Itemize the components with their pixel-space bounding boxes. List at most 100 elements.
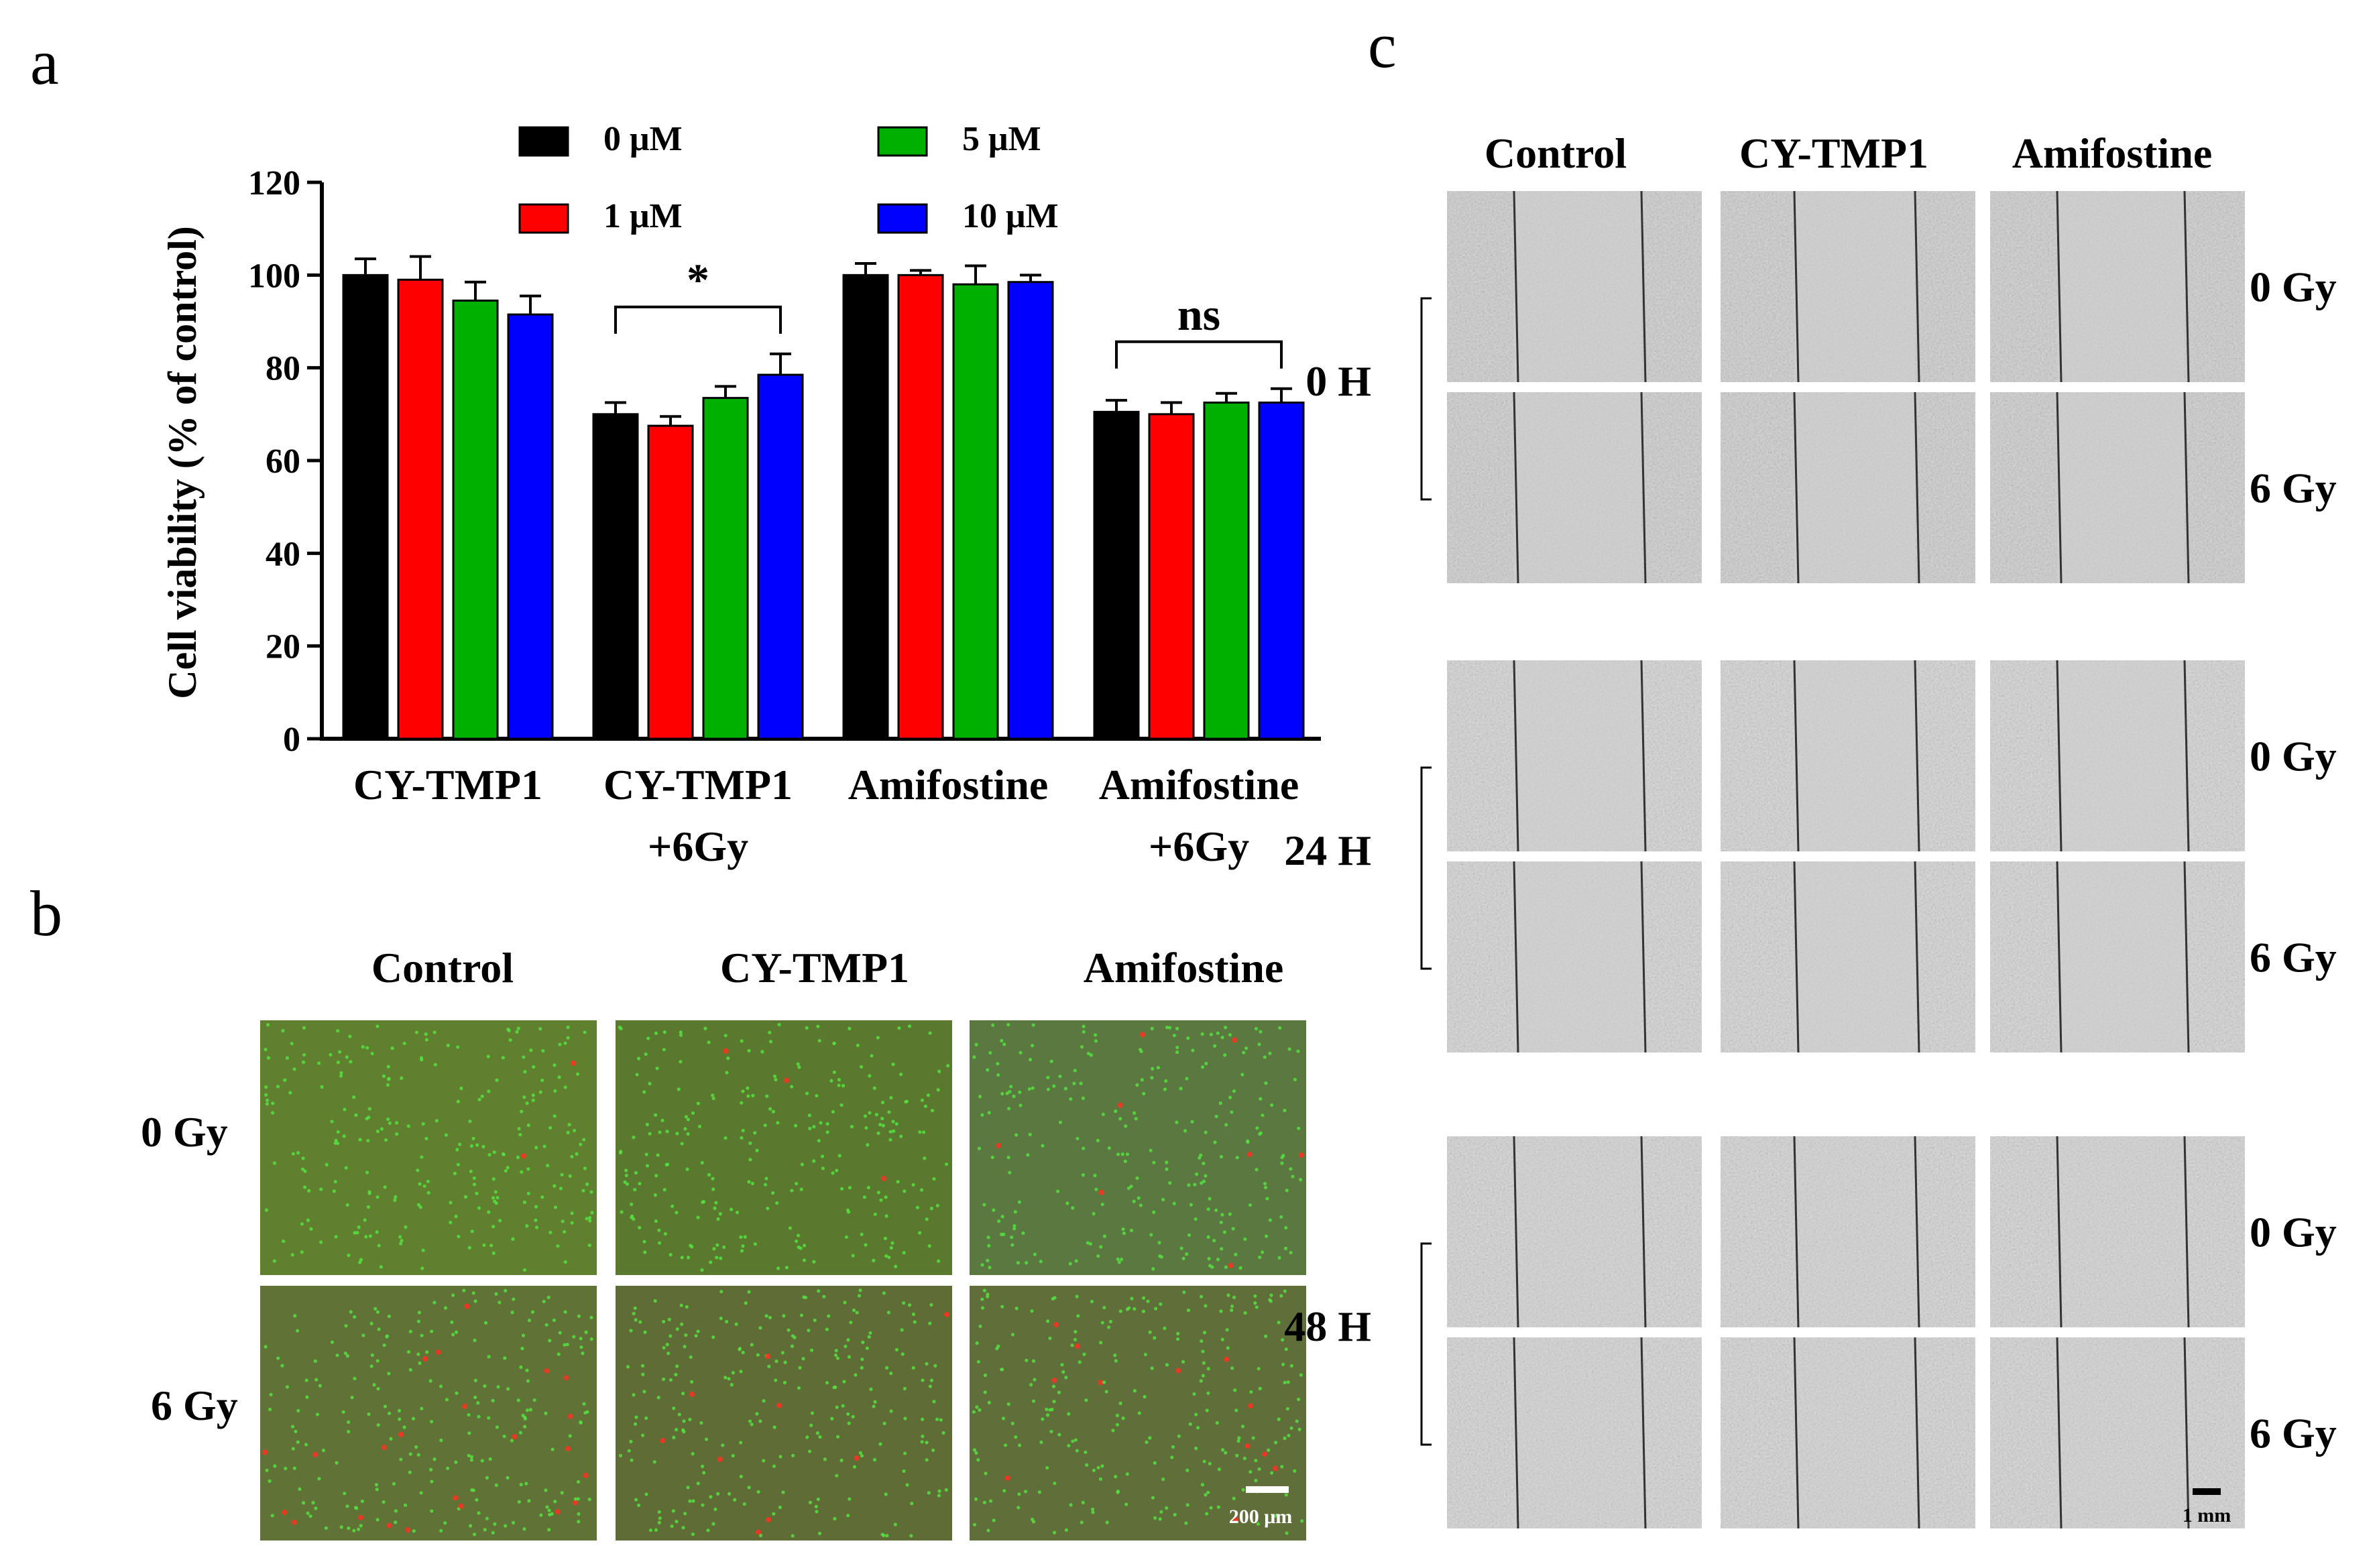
cell-dot — [421, 1248, 425, 1252]
cell-dot — [1045, 1407, 1049, 1411]
cell-dot — [1102, 1305, 1106, 1310]
cell-dot — [846, 1514, 850, 1518]
cell-dot — [411, 1416, 416, 1421]
cell-dot — [1085, 1463, 1089, 1467]
scratch-edge-line — [1640, 190, 1647, 383]
cell-dot — [817, 1038, 821, 1043]
cell-dot — [1049, 1429, 1053, 1434]
cell-dot — [1141, 1309, 1146, 1313]
cell-dot — [345, 1203, 349, 1207]
cell-dot — [538, 1090, 542, 1094]
cell-dot — [1285, 1189, 1289, 1193]
cell-dot — [367, 1412, 371, 1416]
cell-dot — [975, 1341, 979, 1345]
cell-dot — [1005, 1091, 1009, 1095]
cell-dot — [1300, 1519, 1304, 1523]
cell-dot — [859, 1065, 864, 1069]
cell-dot — [972, 1055, 976, 1059]
cell-dot — [1287, 1047, 1291, 1051]
cell-dot — [1283, 1436, 1287, 1441]
cell-dot — [1107, 1146, 1111, 1150]
cell-dot — [1226, 1293, 1230, 1297]
cell-dot — [455, 1148, 459, 1152]
cell-dot — [630, 1202, 634, 1207]
cell-dot — [1230, 1110, 1234, 1114]
cell-dot — [398, 1417, 402, 1421]
cell-dot — [265, 1102, 269, 1106]
cell-dot — [470, 1229, 474, 1233]
cell-dot — [689, 1391, 695, 1397]
cell-dot — [711, 1093, 715, 1097]
cell-dot — [332, 1189, 336, 1193]
cell-dot — [844, 1344, 848, 1348]
cell-dot — [972, 1410, 976, 1414]
scratch-edge-line — [1640, 391, 1647, 584]
cell-dot — [477, 1511, 481, 1515]
cell-dot — [395, 1121, 399, 1125]
cell-dot — [675, 1520, 679, 1524]
cell-dot — [375, 1488, 379, 1492]
dose-label: 6 Gy — [2250, 465, 2337, 512]
cell-dot — [996, 1073, 1000, 1077]
cell-dot — [1151, 1067, 1155, 1071]
cell-dot — [921, 1130, 926, 1134]
cell-dot — [1251, 1436, 1255, 1440]
panel-b-row-0gy: 0 Gy — [141, 1108, 228, 1156]
cell-dot — [398, 1431, 404, 1437]
cell-dot — [1053, 1482, 1057, 1486]
cell-dot — [787, 1328, 791, 1332]
cell-dot — [1280, 1465, 1284, 1469]
cell-dot — [713, 1507, 717, 1512]
cell-dot — [1194, 1446, 1198, 1451]
cell-dot — [1242, 1456, 1246, 1461]
cell-dot — [748, 1158, 752, 1162]
scratch-edge-line — [2183, 660, 2190, 852]
cell-dot — [1051, 1384, 1056, 1388]
cell-dot — [1082, 1146, 1086, 1150]
cell-dot — [472, 1532, 477, 1536]
cell-dot — [849, 1321, 853, 1325]
cell-dot — [835, 1405, 839, 1409]
cell-dot — [665, 1130, 669, 1134]
cell-dot — [495, 1425, 500, 1429]
cell-dot — [724, 1319, 729, 1324]
cell-dot — [408, 1452, 412, 1456]
cell-dot — [1090, 1299, 1094, 1304]
cell-dot — [701, 1200, 706, 1204]
cell-dot — [854, 1455, 860, 1461]
cell-dot — [1064, 1528, 1069, 1532]
cell-dot — [359, 1524, 363, 1528]
cell-dot — [868, 1074, 872, 1078]
cell-dot — [778, 1455, 782, 1459]
cell-dot — [345, 1354, 350, 1358]
cell-dot — [416, 1203, 421, 1207]
cell-dot — [1185, 1252, 1189, 1256]
cell-dot — [406, 1350, 411, 1354]
cell-dot — [284, 1466, 288, 1471]
cell-dot — [872, 1258, 876, 1262]
cell-dot — [891, 1120, 895, 1124]
scratch-edge-line — [1640, 660, 1647, 852]
cell-dot — [494, 1201, 498, 1205]
cell-dot — [488, 1457, 492, 1461]
cell-dot — [1199, 1153, 1203, 1157]
cell-dot — [944, 1162, 949, 1166]
cell-dot — [1263, 1185, 1268, 1190]
cell-dot — [1133, 1389, 1137, 1393]
cell-dot — [782, 1314, 786, 1318]
x-category-label: Amifostine — [1099, 761, 1299, 808]
cell-dot — [516, 1155, 520, 1159]
cell-dot — [1006, 1155, 1010, 1160]
cell-dot — [937, 1494, 941, 1498]
cell-dot — [339, 1074, 343, 1078]
cell-dot — [1135, 1083, 1139, 1087]
cell-dot — [570, 1154, 574, 1158]
cell-dot — [1100, 1321, 1104, 1325]
cell-dot — [1189, 1203, 1194, 1207]
cell-dot — [638, 1225, 642, 1229]
cell-dot — [386, 1083, 390, 1087]
cell-dot — [831, 1109, 835, 1114]
cell-dot — [384, 1138, 388, 1142]
cell-dot — [1099, 1341, 1103, 1345]
cell-dot — [978, 1324, 982, 1329]
